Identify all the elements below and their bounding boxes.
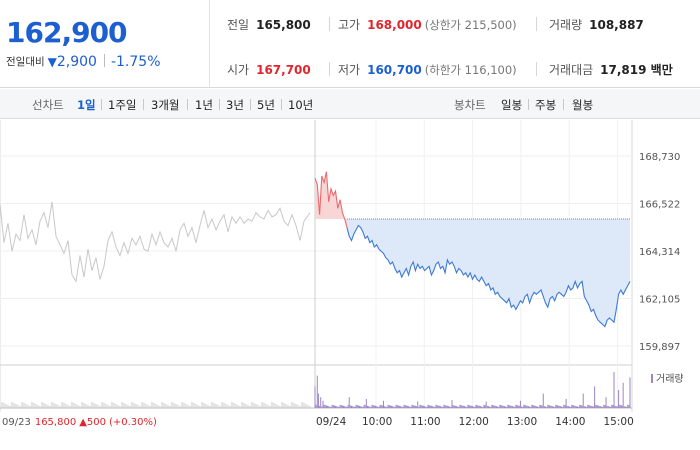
open-label: 시가 [227,63,250,77]
prev-day-footnote: 09/23 165,800 ▲500 (+0.30%) [2,417,157,428]
range-3m[interactable]: 3개월 [151,98,180,112]
change-percent: -1.75% [110,54,161,70]
stat-open: 시가 167,700 [227,61,311,78]
stat-divider [329,62,330,76]
stat-divider [536,17,537,31]
chart-toolbar: 선차트 1일 1주일 3개월 1년 3년 5년 10년 봉차트 일봉 주봉 월봉 [0,89,700,119]
time-label: 10:00 [362,416,392,428]
upper-limit: (상한가 215,500) [424,18,517,32]
prev-day-price-line [0,201,311,283]
change-divider [103,54,105,67]
current-price-box: 162,900 전일대비 ▼2,900 -1.75% [0,0,210,88]
range-5y[interactable]: 5년 [257,98,275,112]
turnover-label: 거래대금 [549,63,594,77]
low-value: 160,700 [367,63,422,77]
range-3y[interactable]: 3년 [226,98,244,112]
y-tick-label: 159,897 [639,342,680,353]
range-10y[interactable]: 10년 [288,98,314,112]
toolbar-divider [187,99,188,110]
range-1y[interactable]: 1년 [195,98,213,112]
stat-prev-close: 전일 165,800 [227,16,311,33]
toolbar-divider [143,99,144,110]
stat-divider [329,17,330,31]
time-axis-labels: 09/24 10:00 11:00 12:00 13:00 14:00 15:00 [316,416,634,428]
line-chart-label: 선차트 [32,98,64,112]
candle-weekly[interactable]: 주봉 [535,98,557,112]
current-price: 162,900 [6,16,128,49]
volume-value: 108,887 [589,18,644,32]
toolbar-divider [563,99,564,110]
above-reference-fill [315,171,347,228]
prev-day-date: 09/23 [2,417,31,428]
range-1d[interactable]: 1일 [77,98,96,112]
toolbar-divider [101,99,102,110]
low-label: 저가 [338,63,361,77]
down-arrow-icon: ▼ [47,55,57,69]
volume-bars [0,372,631,408]
today-price-line-down [346,224,631,328]
high-label: 고가 [338,18,361,32]
change-amount: 2,900 [56,54,97,70]
volume-legend-label: 거래량 [656,373,684,385]
below-reference-fill [347,219,630,327]
up-arrow-icon: ▲ [79,417,87,428]
toolbar-divider [250,99,251,110]
candle-daily[interactable]: 일봉 [501,98,523,112]
prev-close-label: 전일 [227,18,250,32]
time-label: 13:00 [507,416,537,428]
y-tick-label: 164,314 [639,247,680,258]
volume-label: 거래량 [549,18,583,32]
stat-high: 고가 168,000 (상한가 215,500) [338,16,517,33]
volume-legend-swatch [651,374,653,383]
quote-panel: 162,900 전일대비 ▼2,900 -1.75% 전일 165,800 고가 168… [0,0,700,88]
high-value: 168,000 [367,18,422,32]
range-1w[interactable]: 1주일 [108,98,137,112]
stat-divider [536,62,537,76]
y-tick-label: 166,522 [639,200,680,211]
time-label: 15:00 [604,416,634,428]
candle-chart-label: 봉차트 [454,98,486,112]
prev-day-change: 500 [87,417,106,428]
y-tick-labels: 168,730 166,522 164,314 162,105 159,897 [639,152,680,353]
y-tick-label: 162,105 [639,295,680,306]
stat-volume: 거래량 108,887 [549,16,644,33]
y-tick-label: 168,730 [639,152,680,163]
stat-low: 저가 160,700 (하한가 116,100) [338,61,517,78]
lower-limit: (하한가 116,100) [424,63,517,77]
time-label: 09/24 [316,416,347,428]
prev-close-value: 165,800 [256,18,311,32]
prev-day-change-pct: (+0.30%) [109,417,157,428]
change-label: 전일대비 [6,56,45,68]
toolbar-divider [219,99,220,110]
time-label: 14:00 [555,416,585,428]
toolbar-divider [281,99,282,110]
turnover-value: 17,819 백만 [600,63,673,77]
open-value: 167,700 [256,63,311,77]
today-price-line-up [314,171,348,228]
time-label: 12:00 [459,416,489,428]
stat-turnover: 거래대금 17,819 백만 [549,61,673,78]
time-label: 11:00 [410,416,440,428]
price-change-row: 전일대비 ▼2,900 -1.75% [6,54,161,70]
toolbar-divider [528,99,529,110]
candle-monthly[interactable]: 월봉 [572,98,594,112]
prev-day-close: 165,800 [35,417,76,428]
